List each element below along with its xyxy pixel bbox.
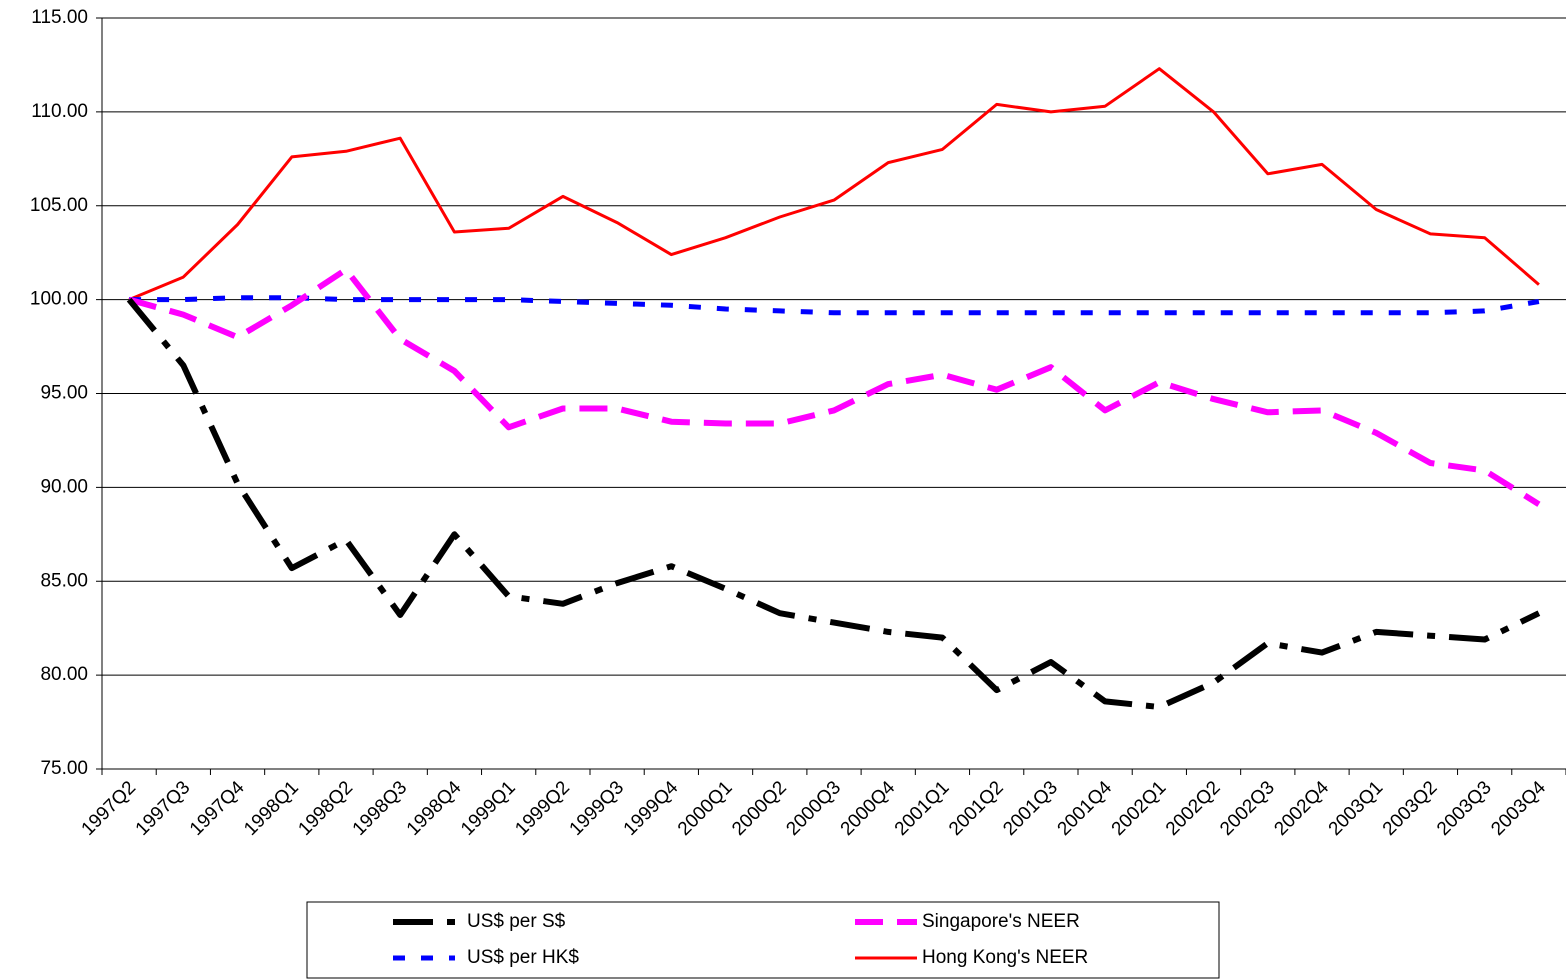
y-tick-label: 95.00 [40, 383, 88, 404]
y-tick-label: 110.00 [31, 101, 88, 122]
x-tick-label: 2001Q2 [945, 777, 1008, 840]
x-tick-label: 1997Q4 [186, 777, 249, 840]
series-line [129, 295, 1540, 316]
legend-label: US$ per S$ [467, 911, 566, 932]
x-tick-label: 2000Q4 [837, 777, 900, 840]
x-tick-label: 2000Q1 [674, 777, 737, 840]
x-tick-label: 2002Q3 [1216, 777, 1279, 840]
x-tick-label: 1998Q1 [240, 777, 303, 840]
x-tick-label: 2002Q4 [1270, 777, 1333, 840]
x-tick-label: 1997Q2 [78, 777, 141, 840]
x-tick-label: 2003Q2 [1379, 777, 1442, 840]
legend-box [306, 901, 1220, 979]
x-tick-label: 1998Q4 [403, 777, 466, 840]
x-tick-label: 1999Q1 [457, 777, 520, 840]
y-tick-label: 100.00 [30, 289, 88, 310]
x-tick-label: 1997Q3 [132, 777, 195, 840]
x-tick-label: 1999Q4 [620, 777, 683, 840]
series-line [128, 266, 1541, 507]
y-tick-label: 115.00 [31, 7, 88, 28]
legend-label: Singapore's NEER [922, 911, 1080, 932]
x-tick-label: 2002Q1 [1108, 777, 1171, 840]
x-tick-label: 2003Q4 [1487, 777, 1550, 840]
x-tick-label: 2001Q3 [999, 777, 1062, 840]
x-tick-label: 2003Q1 [1325, 777, 1388, 840]
legend-label: US$ per HK$ [467, 947, 579, 968]
legend-label: Hong Kong's NEER [922, 947, 1088, 968]
x-tick-label: 1998Q3 [349, 777, 412, 840]
x-tick-label: 2001Q1 [891, 777, 954, 840]
x-tick-label: 2002Q2 [1162, 777, 1225, 840]
x-tick-label: 2001Q4 [1054, 777, 1117, 840]
series-line [128, 67, 1540, 301]
x-tick-label: 2000Q3 [782, 777, 845, 840]
y-tick-label: 80.00 [40, 664, 88, 685]
x-tick-label: 2000Q2 [728, 777, 791, 840]
x-tick-label: 1998Q2 [294, 777, 357, 840]
series-line [126, 297, 1541, 710]
y-tick-label: 85.00 [40, 570, 88, 591]
y-tick-label: 90.00 [40, 476, 88, 497]
y-tick-label: 75.00 [40, 758, 88, 779]
y-tick-label: 105.00 [30, 195, 88, 216]
x-tick-label: 1999Q3 [566, 777, 629, 840]
x-tick-label: 2003Q3 [1433, 777, 1496, 840]
x-tick-label: 1999Q2 [511, 777, 574, 840]
